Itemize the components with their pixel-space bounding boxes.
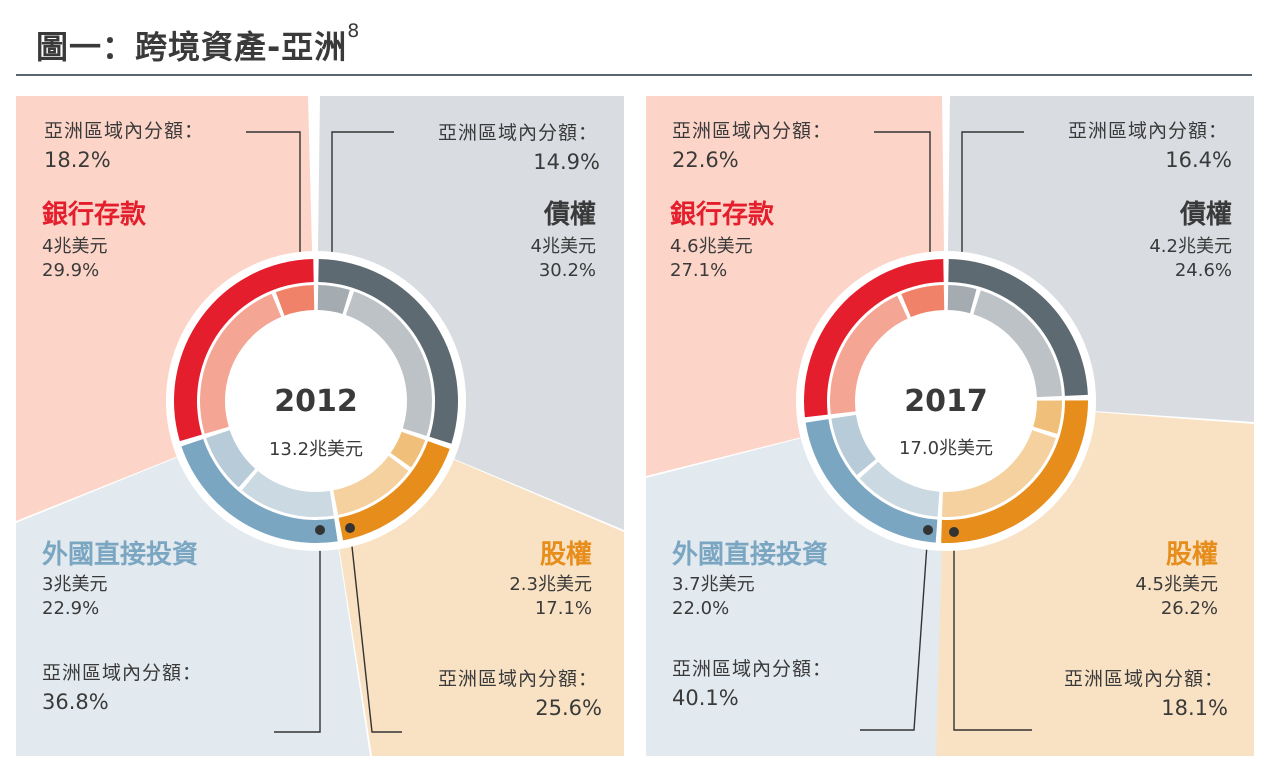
bond-amount: 4.2兆美元: [1149, 236, 1232, 257]
bank-amount: 4.6兆美元: [670, 236, 753, 257]
bond-amount: 4兆美元: [530, 236, 596, 257]
equity-leader-line: [953, 532, 1032, 731]
fdi-share: 22.0%: [672, 598, 730, 619]
equity-leader-dot: [949, 527, 959, 537]
bond-intra-label: 亞洲區域內分額：: [437, 122, 598, 144]
fdi-intra-value: 40.1%: [672, 686, 739, 710]
center-year: 2017: [904, 384, 988, 419]
bond-intra-value: 14.9%: [533, 150, 600, 174]
fdi-category-name: 外國直接投資: [672, 540, 829, 570]
bond-outer-arc: [948, 259, 1088, 396]
equity-category-name: 股權: [1165, 540, 1218, 570]
fdi-intra-region-arc: [206, 430, 256, 488]
equity-leader-dot: [345, 523, 355, 533]
fdi-amount: 3.7兆美元: [672, 574, 755, 595]
bank-intra-value: 22.6%: [672, 148, 739, 172]
fdi-leader-dot: [315, 525, 325, 535]
bond-outer-arc: [318, 259, 458, 444]
bond-intra-region-arc: [317, 285, 350, 314]
bank-outer-arc: [174, 259, 314, 442]
equity-outer-arc: [338, 441, 450, 541]
bond-category-name: 債權: [1179, 200, 1232, 230]
donut-chart-2017: [646, 96, 1254, 756]
equity-extra-region-arc: [942, 430, 1056, 517]
figure-title: 圖一：跨境資產-亞洲8: [36, 20, 361, 66]
donut-chart-2012: [16, 96, 624, 756]
equity-extra-region-arc: [333, 455, 409, 515]
title-divider: [16, 74, 1252, 76]
fdi-intra-label: 亞洲區域內分額：: [672, 658, 833, 680]
fdi-leader-dot: [923, 525, 933, 535]
footnote-marker: 8: [347, 20, 361, 42]
bank-intra-label: 亞洲區域內分額：: [672, 120, 833, 142]
bank-extra-region-arc: [200, 293, 282, 434]
bond-category-name: 債權: [543, 200, 596, 230]
equity-intra-label: 亞洲區域內分額：: [1063, 668, 1224, 690]
fdi-share: 22.9%: [42, 598, 100, 619]
bank-amount: 4兆美元: [42, 236, 108, 257]
fdi-extra-region-arc: [859, 461, 940, 517]
bank-intra-region-arc: [275, 285, 315, 316]
equity-share: 17.1%: [534, 598, 592, 619]
fdi-intra-region-arc: [831, 414, 876, 476]
equity-amount: 4.5兆美元: [1135, 574, 1218, 595]
equity-intra-label: 亞洲區域內分額：: [437, 668, 598, 690]
bond-share: 30.2%: [538, 260, 596, 281]
bank-share: 27.1%: [670, 260, 728, 281]
bank-outer-arc: [804, 259, 944, 418]
bank-intra-region-arc: [901, 285, 945, 318]
fdi-intra-label: 亞洲區域內分額：: [42, 662, 203, 684]
fdi-amount: 3兆美元: [42, 574, 108, 595]
bond-intra-label: 亞洲區域內分額：: [1067, 120, 1228, 142]
fdi-leader-line: [274, 530, 321, 733]
chart-panel-2012: 亞洲區域內分額： 18.2% 銀行存款 4兆美元 29.9% 亞洲區域內分額： …: [16, 96, 624, 756]
equity-amount: 2.3兆美元: [509, 574, 592, 595]
chart-panel-2017: 亞洲區域內分額： 22.6% 銀行存款 4.6兆美元 27.1% 亞洲區域內分額…: [646, 96, 1254, 756]
bank-intra-label: 亞洲區域內分額：: [44, 120, 205, 142]
fdi-category-name: 外國直接投資: [42, 540, 199, 570]
center-total: 13.2兆美元: [268, 439, 364, 460]
equity-intra-region-arc: [1033, 400, 1062, 434]
bond-extra-region-arc: [973, 290, 1062, 398]
bank-category-name: 銀行存款: [670, 200, 775, 230]
bank-share: 29.9%: [42, 260, 100, 281]
fdi-leader-line: [860, 529, 929, 731]
equity-category-name: 股權: [539, 540, 592, 570]
donut-center: [228, 313, 404, 489]
fdi-extra-region-arc: [241, 471, 334, 517]
equity-leader-line: [349, 527, 402, 733]
center-total: 17.0兆美元: [898, 438, 994, 459]
donut-center: [858, 313, 1034, 489]
bond-intra-region-arc: [947, 285, 977, 314]
equity-intra-value: 25.6%: [535, 696, 602, 720]
bond-intra-value: 16.4%: [1165, 148, 1232, 172]
center-year: 2012: [274, 384, 358, 419]
equity-share: 26.2%: [1160, 598, 1218, 619]
bank-extra-region-arc: [830, 295, 908, 415]
equity-intra-region-arc: [390, 431, 426, 468]
bond-extra-region-arc: [345, 291, 433, 436]
bond-share: 24.6%: [1174, 260, 1232, 281]
equity-intra-value: 18.1%: [1161, 696, 1228, 720]
fdi-intra-value: 36.8%: [42, 690, 109, 714]
bank-intra-value: 18.2%: [44, 148, 111, 172]
bank-category-name: 銀行存款: [42, 200, 147, 230]
